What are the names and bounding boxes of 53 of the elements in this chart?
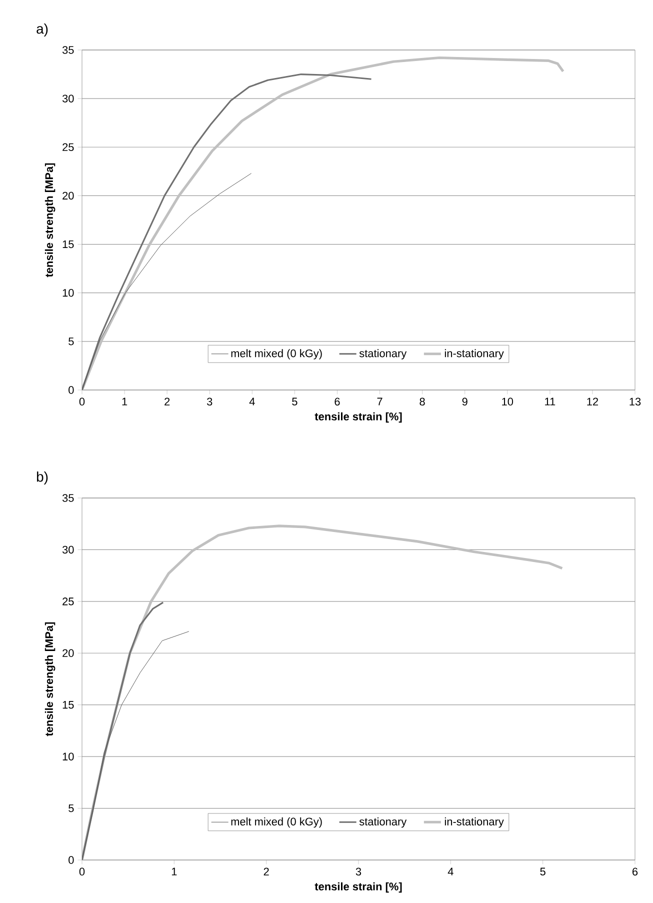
x-tick-label: 0 <box>79 398 85 406</box>
x-tick-label: 13 <box>630 398 641 406</box>
x-tick-label: 8 <box>420 398 425 406</box>
legend-label: stationary <box>359 349 407 360</box>
y-tick-label: 0 <box>68 386 74 394</box>
chart-title: a) <box>36 23 48 36</box>
x-tick-label: 10 <box>502 398 514 406</box>
x-axis-title: tensile strain [%] <box>314 882 402 893</box>
y-tick-label: 10 <box>62 752 74 760</box>
x-tick-label: 5 <box>540 868 546 876</box>
y-tick-label: 20 <box>62 649 74 658</box>
x-tick-label: 12 <box>587 398 598 406</box>
y-tick-label: 15 <box>62 701 74 709</box>
x-tick-label: 6 <box>632 868 638 876</box>
y-tick-label: 25 <box>62 143 74 152</box>
legend-label: melt mixed (0 kGy) <box>231 349 322 360</box>
y-tick-label: 5 <box>68 804 74 812</box>
x-tick-label: 1 <box>122 398 128 406</box>
y-tick-label: 15 <box>62 240 74 248</box>
y-tick-label: 25 <box>62 598 74 606</box>
y-axis-title: tensile strength [MPa] <box>44 163 56 278</box>
x-tick-label: 1 <box>172 868 177 876</box>
y-tick-label: 5 <box>68 338 74 346</box>
line-series <box>82 173 252 390</box>
legend-label: melt mixed (0 kGy) <box>231 817 322 828</box>
y-tick-label: 35 <box>62 494 74 502</box>
chart-title: b) <box>36 471 48 484</box>
y-tick-label: 30 <box>62 546 74 554</box>
x-tick-label: 2 <box>164 398 170 406</box>
x-tick-label: 4 <box>448 868 454 876</box>
legend-label: stationary <box>359 817 407 828</box>
x-tick-label: 3 <box>356 868 362 876</box>
legend-label: in-stationary <box>444 349 504 360</box>
y-tick-label: 35 <box>62 46 74 54</box>
x-tick-label: 3 <box>206 398 212 406</box>
x-tick-label: 7 <box>377 398 382 406</box>
legend-label: in-stationary <box>444 817 504 828</box>
y-tick-label: 10 <box>62 288 74 297</box>
y-tick-label: 30 <box>62 94 74 102</box>
x-tick-label: 4 <box>249 398 255 406</box>
line-series <box>82 56 564 390</box>
x-tick-label: 0 <box>79 868 85 876</box>
y-tick-label: 20 <box>62 192 74 200</box>
y-axis-title: tensile strength [MPa] <box>44 622 56 736</box>
line-series <box>82 631 190 860</box>
x-tick-label: 5 <box>292 398 298 406</box>
line-series <box>82 602 164 860</box>
y-tick-label: 0 <box>68 856 74 864</box>
x-tick-label: 2 <box>264 868 269 876</box>
x-tick-label: 11 <box>545 398 556 406</box>
x-axis-title: tensile strain [%] <box>314 412 402 423</box>
x-tick-label: 9 <box>462 398 468 406</box>
x-tick-label: 6 <box>334 398 340 406</box>
